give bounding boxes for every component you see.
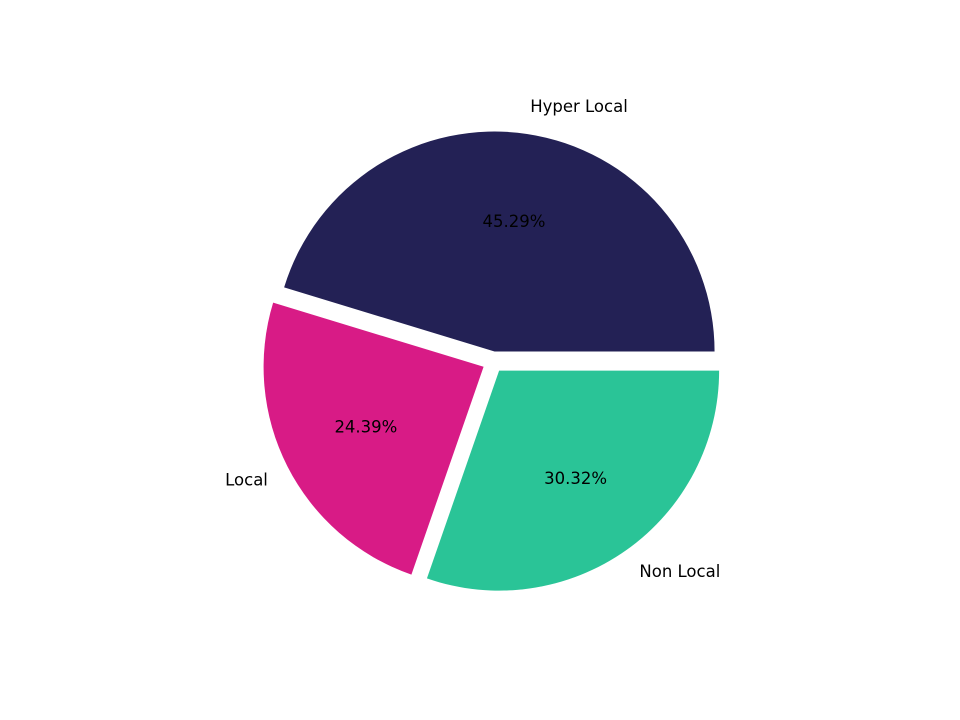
- slice-label-hyper-local: Hyper Local: [530, 97, 628, 116]
- slice-label-non-local: Non Local: [639, 562, 720, 581]
- pct-label-local: 24.39%: [334, 417, 397, 436]
- pie-slice-local: [263, 302, 484, 575]
- pct-label-non-local: 30.32%: [544, 469, 607, 488]
- pie-slice-hyper-local: [284, 131, 715, 352]
- pct-label-hyper-local: 45.29%: [483, 212, 546, 231]
- slice-label-local: Local: [225, 470, 268, 489]
- pie-slice-non-local: [426, 370, 720, 591]
